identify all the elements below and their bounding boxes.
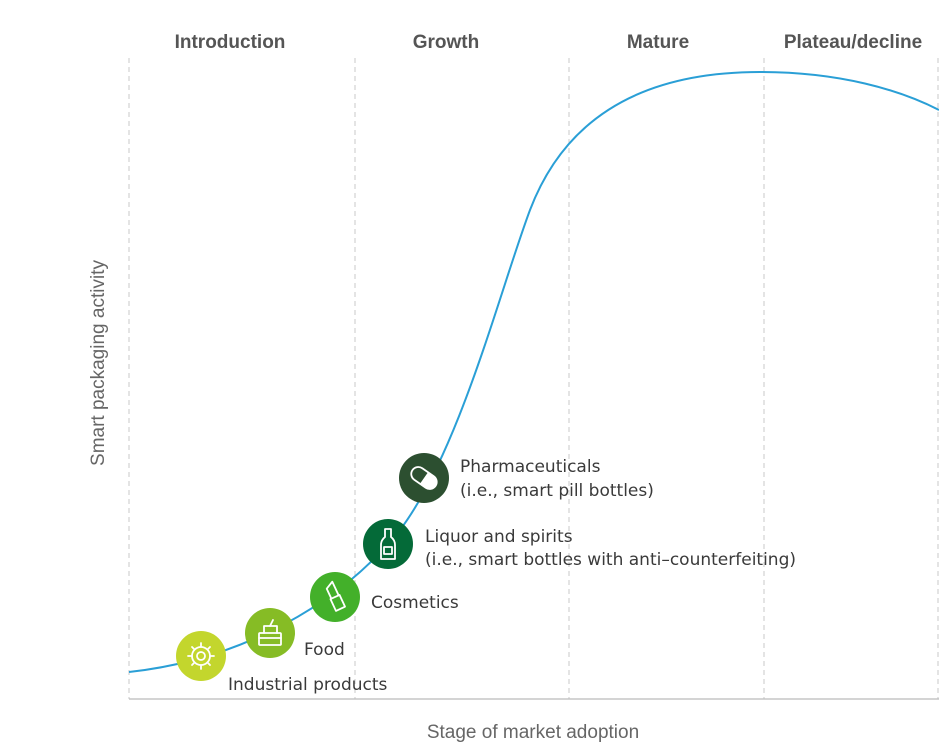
label-liquor-and-spirits-note: (i.e., smart bottles with anti–counterfe… — [425, 550, 796, 570]
marker-food — [245, 608, 295, 658]
marker-cosmetics — [310, 572, 360, 622]
stage-introduction: Introduction — [175, 32, 286, 53]
stage-mature: Mature — [627, 32, 689, 53]
label-pharmaceuticals: Pharmaceuticals — [460, 457, 601, 477]
label-liquor-and-spirits: Liquor and spirits — [425, 527, 573, 547]
food-container-icon — [258, 619, 282, 646]
marker-liquor-and-spirits — [363, 519, 413, 569]
x-axis-label: Stage of market adoption — [427, 722, 639, 743]
marker-pharmaceuticals — [399, 453, 449, 503]
label-industrial-products: Industrial products — [228, 675, 388, 695]
adoption-curve — [128, 70, 939, 673]
y-axis-label: Smart packaging activity — [88, 260, 109, 466]
pill-icon — [410, 466, 438, 490]
gear-icon — [187, 642, 215, 670]
stage-plateau-decline: Plateau/decline — [784, 32, 922, 53]
bottle-icon — [380, 528, 396, 560]
lipstick-icon — [325, 580, 346, 612]
label-food: Food — [304, 640, 345, 660]
stage-growth: Growth — [413, 32, 480, 53]
label-pharmaceuticals-note: (i.e., smart pill bottles) — [460, 481, 654, 501]
marker-industrial-products — [176, 631, 226, 681]
label-cosmetics: Cosmetics — [371, 593, 459, 613]
